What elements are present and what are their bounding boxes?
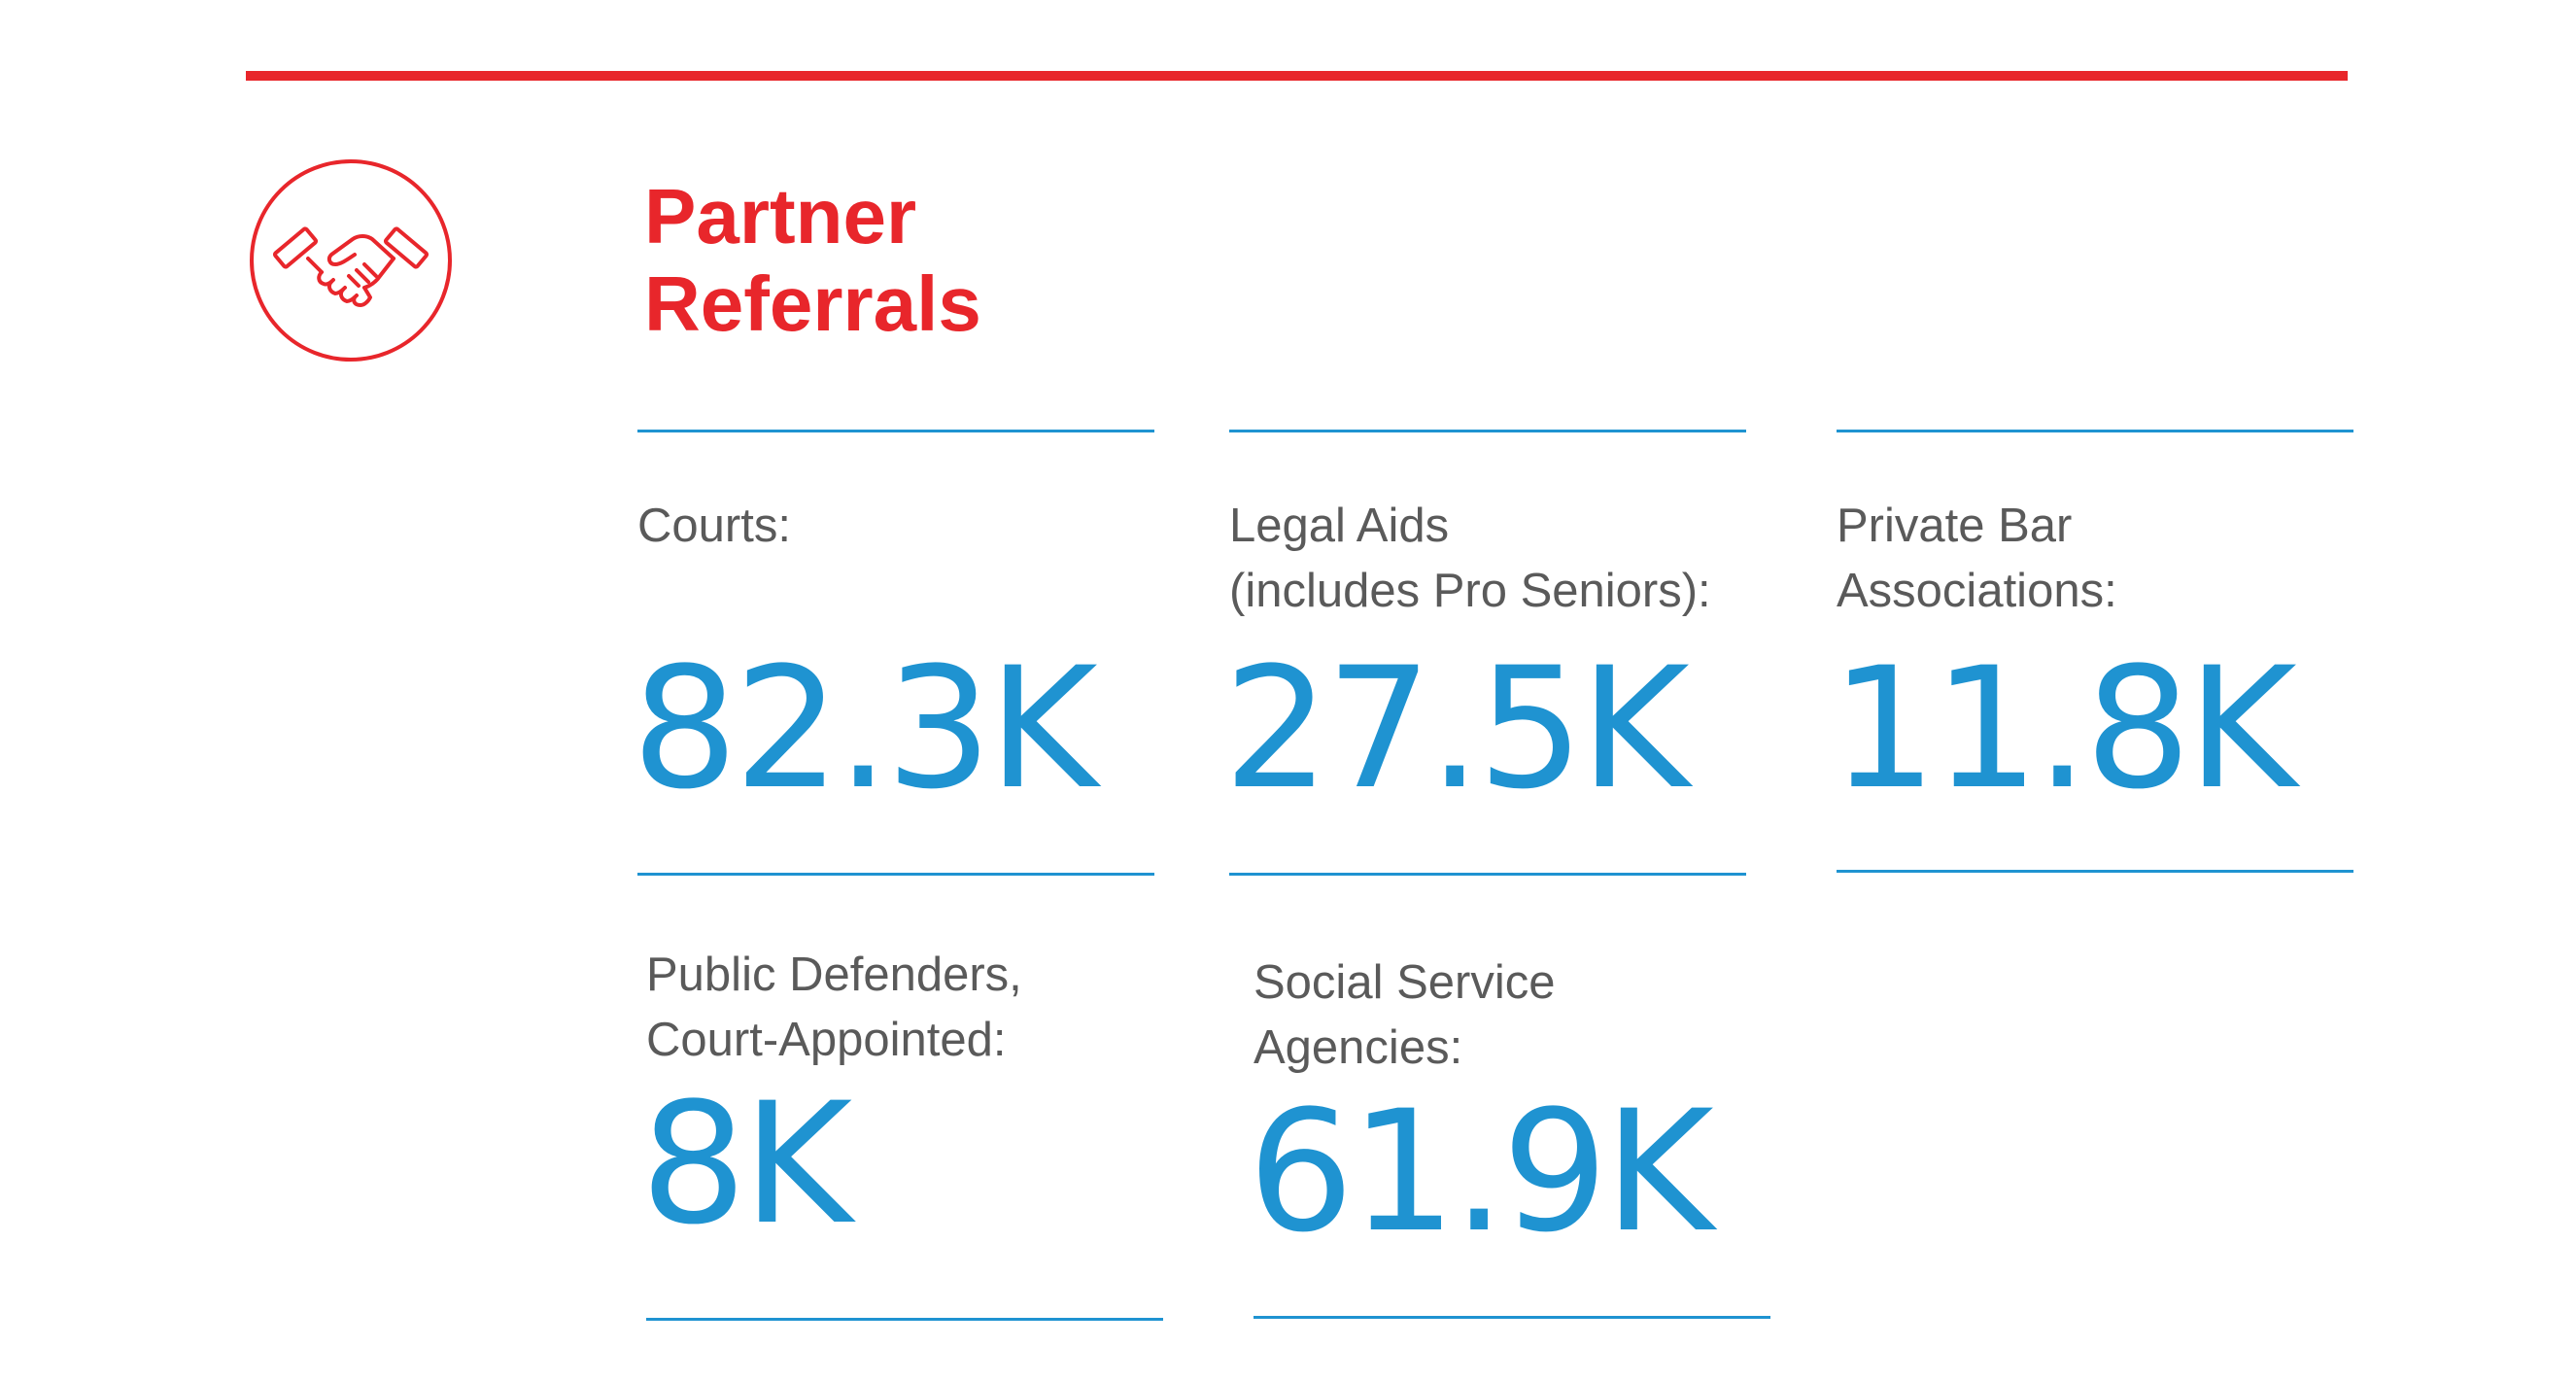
stat-public-defenders: Public Defenders, Court-Appointed: 8K: [640, 943, 1163, 1331]
stat-divider-bottom: [1254, 1316, 1770, 1319]
stat-legal-aids: Legal Aids (includes Pro Seniors): 27.5K: [1223, 430, 1746, 877]
stat-divider-bottom: [637, 873, 1154, 876]
stat-label: Social Service Agencies:: [1254, 956, 1556, 1074]
stat-courts: Courts: 82.3K: [632, 430, 1154, 877]
stat-value: 11.8K: [1831, 631, 2297, 826]
stat-divider-bottom: [1837, 870, 2353, 873]
page-title: Partner Referrals: [644, 173, 981, 347]
stat-divider-top: [1229, 430, 1746, 432]
stat-social-service: Social Service Agencies: 61.9K: [1248, 950, 1770, 1339]
stat-divider-top: [1837, 430, 2353, 432]
stat-value: 82.3K: [632, 631, 1098, 826]
stat-value: 27.5K: [1223, 631, 1690, 826]
stat-divider-bottom: [1229, 873, 1746, 876]
stat-label: Private Bar Associations:: [1837, 500, 2117, 617]
stat-label: Legal Aids (includes Pro Seniors):: [1229, 500, 1711, 617]
top-divider: [246, 71, 2348, 81]
stat-divider-top: [637, 430, 1154, 432]
stat-divider-bottom: [646, 1318, 1163, 1321]
stat-value: 61.9K: [1248, 1074, 1714, 1269]
stat-value: 8K: [640, 1066, 852, 1261]
stat-label: Courts:: [637, 500, 791, 552]
handshake-icon: [248, 157, 454, 363]
stat-label: Public Defenders, Court-Appointed:: [646, 949, 1022, 1066]
stat-private-bar: Private Bar Associations: 11.8K: [1831, 430, 2353, 877]
